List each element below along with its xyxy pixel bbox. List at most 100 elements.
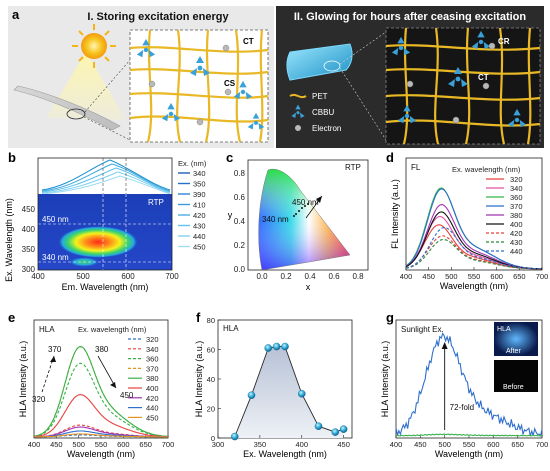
x-axis-label: Wavelength (nm) (435, 449, 503, 459)
legend-title: Ex. wavelength (nm) (78, 325, 147, 334)
b-xtick: 600 (121, 272, 135, 281)
c-ytick: 0.6 (234, 193, 246, 202)
panel-f: f 300 350 400 450 0 20 40 60 80 Ex. Wavelength (nm… (194, 310, 353, 459)
fold-arrowhead (441, 342, 448, 349)
pet-film-unexcited (13, 85, 121, 131)
c-ytick: 0.8 (234, 169, 246, 178)
panel-a-legend: PET CBBU Electron (289, 92, 341, 133)
panel-b-xlabel: Em. Wavelength (nm) (62, 282, 149, 292)
x-tick-label: 400 (390, 440, 403, 449)
panel-letter-f: f (196, 310, 201, 325)
x-tick-label: 650 (511, 440, 524, 449)
panel-title: HLA (223, 324, 239, 333)
x-tick-label: 550 (95, 440, 108, 449)
panel-a-left-title: I. Storing excitation energy (87, 11, 229, 23)
x-tick-label: 500 (445, 272, 458, 281)
b-legend-label: 390 (193, 190, 206, 199)
cie-annotation-340: 340 nm (262, 215, 289, 224)
label-cs: CS (224, 79, 236, 88)
series-line-Before (395, 433, 543, 437)
b-legend-label: 450 (193, 243, 206, 252)
panel-c-xlabel: x (306, 282, 311, 292)
panel-letter-a: a (12, 7, 20, 22)
legend-label: 370 (146, 364, 159, 373)
pet-legend-icon (289, 93, 307, 99)
x-tick-label: 400 (295, 440, 308, 449)
y-tick-label: 60 (207, 346, 215, 355)
b-legend-label: 430 (193, 222, 206, 231)
data-point (247, 391, 256, 400)
b-legend-label: 410 (193, 201, 206, 210)
legend-label: 440 (146, 404, 159, 413)
data-point (297, 389, 306, 398)
panel-title: FL (411, 163, 421, 172)
b-xtick: 500 (76, 272, 90, 281)
x-tick-label: 400 (28, 440, 41, 449)
data-point (264, 344, 273, 352)
b-ytick: 400 (22, 225, 36, 234)
series-line-450 (33, 433, 168, 438)
inset-hla-label: HLA (497, 326, 511, 333)
x-axis-label: Ex. Wavelength (nm) (243, 449, 327, 459)
legend-label: 420 (146, 394, 159, 403)
x-tick-label: 600 (490, 272, 503, 281)
panel-b-legend-title: Ex. (nm) (178, 159, 207, 168)
annotation-450nm: 450 nm (42, 215, 69, 224)
legend-cbbu: CBBU (312, 108, 334, 117)
legend-electron: Electron (312, 124, 341, 133)
series-line-400 (33, 394, 169, 438)
x-tick-label: 550 (463, 440, 476, 449)
label-cr: CR (498, 37, 510, 46)
data-point (331, 428, 340, 436)
legend-label: 320 (510, 175, 523, 184)
data-point (339, 425, 348, 433)
right-zoom-box: CR CT (385, 27, 541, 145)
panel-c-mode-label: RTP (345, 163, 361, 172)
b-legend-label: 440 (193, 232, 206, 241)
panel-title: HLA (39, 325, 55, 334)
legend-label: 450 (146, 413, 159, 422)
panel-letter-c: c (226, 150, 233, 165)
y-axis-label: HLA Intensity (a.u.) (380, 341, 390, 418)
panel-b: b 450 nm 340 nm RTP 400 500 600 700 (4, 150, 207, 292)
data-point (314, 422, 323, 431)
x-tick-label: 450 (422, 272, 435, 281)
legend-title: Ex. wavelength (nm) (452, 165, 521, 174)
panel-b-mode-label: RTP (148, 198, 164, 207)
inset-before-photo (494, 360, 538, 392)
annotation-label: 450 (120, 391, 134, 400)
b-ytick: 300 (22, 265, 36, 274)
panel-c-y-ticks: 0.0 0.2 0.4 0.6 0.8 (234, 169, 246, 274)
x-tick-label: 650 (139, 440, 152, 449)
legend-label: 360 (510, 193, 523, 202)
decrease-arrow-line (97, 355, 117, 389)
data-point (230, 432, 239, 441)
panel-e: e 400 450 500 550 600 650 700 Wavelength (nm) HLA… (8, 310, 174, 459)
pet-film-glowing (286, 43, 353, 81)
series-line-360 (33, 362, 169, 438)
y-axis-label: HLA Intensity (a.u.) (18, 341, 28, 418)
panel-letter-g: g (386, 310, 394, 325)
b-legend-label: 350 (193, 180, 206, 189)
x-tick-label: 300 (212, 440, 225, 449)
panel-b-top-spectra (41, 158, 171, 262)
label-ct-left: CT (243, 37, 254, 46)
panel-c: c 450 nm 340 nm RTP 0.0 0.2 0.4 0.6 0.8 … (226, 150, 369, 292)
b-xtick: 700 (165, 272, 179, 281)
x-tick-label: 500 (72, 440, 85, 449)
y-tick-label: 20 (207, 405, 215, 414)
cie-points (293, 203, 309, 217)
b-ytick: 350 (22, 245, 36, 254)
area-fill (234, 346, 344, 438)
zoom-region-marker (66, 108, 86, 120)
x-tick-label: 500 (438, 440, 451, 449)
legend-label: 420 (510, 229, 523, 238)
panel-letter-d: d (386, 150, 394, 165)
panel-b-ylabel: Ex. Wavelength (nm) (4, 198, 14, 282)
x-tick-label: 550 (468, 272, 481, 281)
inset-after-label: After (506, 348, 521, 355)
fold-annotation: 72-fold (450, 403, 474, 412)
legend-label: 320 (146, 335, 159, 344)
x-tick-label: 700 (536, 440, 549, 449)
